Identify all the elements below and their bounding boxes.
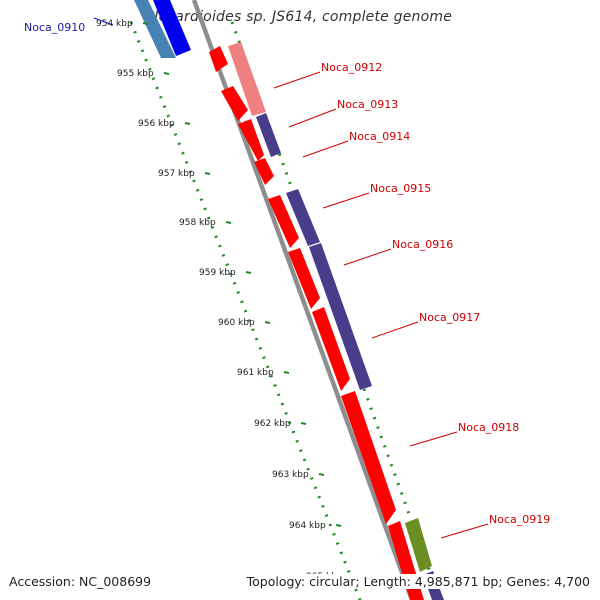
tick-mark <box>318 473 325 476</box>
tick-mark <box>142 22 149 25</box>
cds-noca-0916-red[interactable] <box>288 248 320 309</box>
inner-dotted-axis <box>129 21 362 600</box>
cds-noca-0912-red-1[interactable] <box>209 46 228 72</box>
outer-dotted-axis <box>230 21 442 600</box>
tick-label: 963 kbp <box>272 470 309 480</box>
tick-mark <box>335 524 342 527</box>
cds-noca-0914-red[interactable] <box>254 158 274 185</box>
tick-mark <box>283 371 290 374</box>
callout-line <box>302 140 349 158</box>
cds-noca-0916-purple[interactable] <box>309 243 372 390</box>
cds-noca-0917-red[interactable] <box>312 307 350 391</box>
cds-noca-0912-red-2[interactable] <box>221 86 248 121</box>
callout-line <box>273 71 321 89</box>
cds-noca-0910-outer[interactable] <box>153 0 191 56</box>
cds-noca-0913-red[interactable] <box>238 119 264 161</box>
tick-label: 961 kbp <box>237 368 274 378</box>
gene-label-noca-0916[interactable]: Noca_0916 <box>392 238 453 251</box>
callout-line <box>440 523 489 539</box>
callout-line <box>343 248 392 266</box>
callout-line <box>409 431 458 447</box>
cds-noca-0918-red[interactable] <box>341 391 396 524</box>
tick-mark <box>264 321 271 324</box>
accession-label: Accession: NC_008699 <box>7 574 154 589</box>
tick-label: 958 kbp <box>179 218 216 228</box>
tick-label: 964 kbp <box>289 521 326 531</box>
genome-title: Nocardioides sp. JS614, complete genome <box>147 9 453 25</box>
tick-label: 956 kbp <box>138 119 175 129</box>
gene-label-noca-0917[interactable]: Noca_0917 <box>419 311 480 324</box>
gene-callouts: Noca_0910 Noca_0912 Noca_0913 Noca_0914 Noca… <box>24 17 550 539</box>
gene-label-noca-0915[interactable]: Noca_0915 <box>370 182 431 195</box>
tick-mark <box>184 122 191 125</box>
tick-label: 962 kbp <box>254 419 291 429</box>
callout-line <box>322 192 370 209</box>
tick-mark <box>245 271 252 274</box>
tick-mark <box>204 172 211 175</box>
callout-line <box>288 108 337 128</box>
callout-line <box>371 321 419 339</box>
cds-noca-0915-red[interactable] <box>268 195 299 248</box>
tick-mark <box>300 422 307 425</box>
gene-label-noca-0914[interactable]: Noca_0914 <box>349 130 410 143</box>
tick-label: 954 kbp <box>96 19 133 29</box>
topology-label: Topology: circular; Length: 4,985,871 bp… <box>244 574 592 589</box>
cds-noca-0919-green[interactable] <box>405 518 432 572</box>
tick-label: 957 kbp <box>158 169 195 179</box>
cds-noca-0915-purple[interactable] <box>286 189 320 246</box>
tick-mark <box>225 221 232 224</box>
cds-noca-0910-inner[interactable] <box>134 0 176 58</box>
gene-label-noca-0912[interactable]: Noca_0912 <box>321 61 382 74</box>
gene-label-noca-0918[interactable]: Noca_0918 <box>458 421 519 434</box>
tick-label: 955 kbp <box>117 69 154 79</box>
gene-label-noca-0913[interactable]: Noca_0913 <box>337 98 398 111</box>
cds-noca-0912-pink[interactable] <box>228 42 266 116</box>
callout-line <box>93 17 114 26</box>
tick-label: 959 kbp <box>199 268 236 278</box>
tick-label: 960 kbp <box>218 318 255 328</box>
tick-mark <box>163 72 170 75</box>
gene-label-noca-0910[interactable]: Noca_0910 <box>24 21 85 34</box>
gene-label-noca-0919[interactable]: Noca_0919 <box>489 513 550 526</box>
cds-noca-0913-purple[interactable] <box>256 113 281 157</box>
